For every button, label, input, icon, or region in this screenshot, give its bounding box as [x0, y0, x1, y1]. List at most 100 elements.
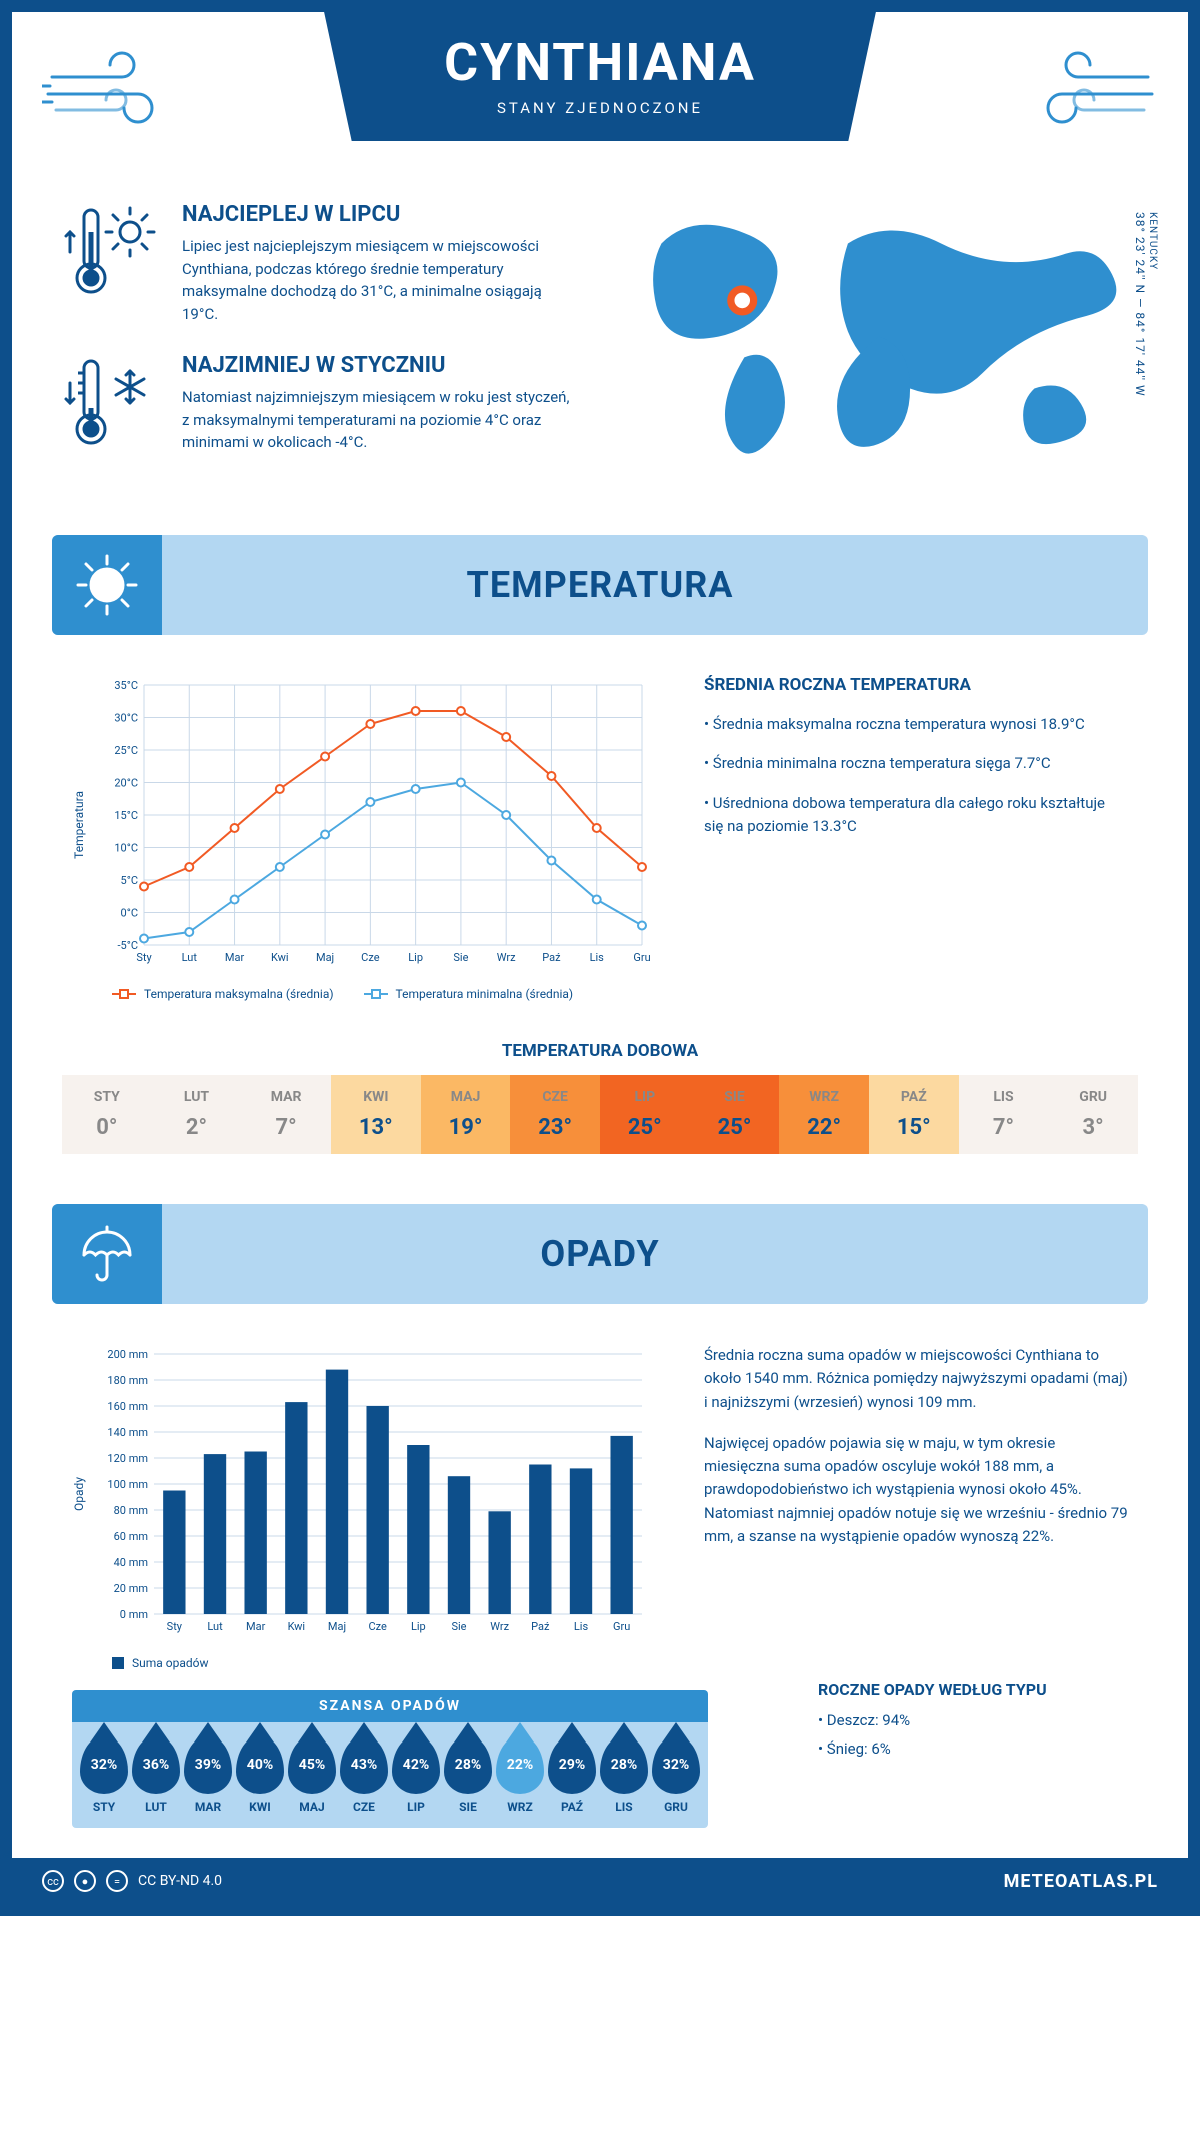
- raindrop-icon: 40%: [236, 1736, 284, 1794]
- precip-y-label: Opady: [72, 1477, 86, 1511]
- daily-month: PAŹ: [873, 1089, 955, 1105]
- temp-bullet: • Uśredniona dobowa temperatura dla całe…: [704, 792, 1128, 839]
- chance-grid: 32% STY36% LUT39% MAR40% KWI45% MAJ43% C…: [72, 1722, 708, 1828]
- svg-text:Lip: Lip: [411, 1620, 426, 1633]
- precip-content: Opady 0 mm20 mm40 mm60 mm80 mm100 mm120 …: [12, 1324, 1188, 1680]
- temperature-chart-box: Temperatura -5°C0°C5°C10°C15°C20°C25°C30…: [72, 675, 654, 1001]
- svg-text:15°C: 15°C: [114, 809, 138, 822]
- svg-text:Lut: Lut: [207, 1620, 223, 1633]
- svg-text:200 mm: 200 mm: [107, 1348, 148, 1361]
- precip-legend-label: Suma opadów: [132, 1656, 209, 1670]
- header: CYNTHIANA STANY ZJEDNOCZONE: [12, 12, 1188, 192]
- daily-cell: STY 0°: [62, 1075, 152, 1154]
- raindrop-icon: 45%: [288, 1736, 336, 1794]
- temperature-side-text: ŚREDNIA ROCZNA TEMPERATURA • Średnia mak…: [704, 675, 1128, 1001]
- svg-text:Maj: Maj: [328, 1620, 346, 1633]
- svg-text:Sie: Sie: [451, 1620, 466, 1633]
- daily-temp-title: TEMPERATURA DOBOWA: [12, 1041, 1188, 1061]
- daily-cell: GRU 3°: [1048, 1075, 1138, 1154]
- legend-min-label: Temperatura minimalna (średnia): [396, 987, 574, 1001]
- city-title: CYNTHIANA: [444, 32, 756, 93]
- daily-month: MAR: [245, 1089, 327, 1105]
- by-icon: ●: [74, 1870, 96, 1892]
- chance-cell: 43% CZE: [340, 1736, 388, 1814]
- chance-cell: 45% MAJ: [288, 1736, 336, 1814]
- daily-month: KWI: [335, 1089, 417, 1105]
- svg-text:Kwi: Kwi: [288, 1620, 306, 1633]
- chance-title: SZANSA OPADÓW: [72, 1690, 708, 1722]
- temp-bullet: • Średnia minimalna roczna temperatura s…: [704, 752, 1128, 775]
- svg-text:Mar: Mar: [225, 951, 245, 964]
- nd-icon: =: [106, 1870, 128, 1892]
- svg-text:-5°C: -5°C: [118, 939, 139, 952]
- daily-cell: LIS 7°: [959, 1075, 1049, 1154]
- svg-text:160 mm: 160 mm: [107, 1400, 148, 1413]
- daily-cell: SIE 25°: [690, 1075, 780, 1154]
- thermometer-snow-icon: [62, 353, 162, 457]
- chance-month: MAJ: [288, 1800, 336, 1814]
- thermometer-sun-icon: [62, 202, 162, 325]
- daily-cell: LIP 25°: [600, 1075, 690, 1154]
- daily-value: 0°: [66, 1115, 148, 1140]
- chance-cell: 39% MAR: [184, 1736, 232, 1814]
- raindrop-icon: 22%: [496, 1736, 544, 1794]
- chance-month: LIP: [392, 1800, 440, 1814]
- svg-text:Sty: Sty: [136, 951, 152, 964]
- daily-cell: MAR 7°: [241, 1075, 331, 1154]
- raindrop-icon: 36%: [132, 1736, 180, 1794]
- by-type-item: • Deszcz: 94%: [818, 1709, 1068, 1732]
- svg-text:Lis: Lis: [590, 951, 605, 964]
- chance-cell: 28% SIE: [444, 1736, 492, 1814]
- temp-legend: Temperatura maksymalna (średnia) Tempera…: [72, 987, 654, 1001]
- temperature-section-header: TEMPERATURA: [52, 535, 1148, 635]
- chance-cell: 40% KWI: [236, 1736, 284, 1814]
- umbrella-icon: [52, 1204, 162, 1304]
- daily-value: 7°: [963, 1115, 1045, 1140]
- svg-text:Cze: Cze: [361, 951, 380, 964]
- svg-text:Cze: Cze: [368, 1620, 387, 1633]
- svg-text:120 mm: 120 mm: [107, 1452, 148, 1465]
- svg-text:Gru: Gru: [613, 1620, 630, 1633]
- chance-cell: 29% PAŹ: [548, 1736, 596, 1814]
- chance-month: LIS: [600, 1800, 648, 1814]
- svg-text:Kwi: Kwi: [271, 951, 289, 964]
- precip-legend: Suma opadów: [72, 1656, 654, 1670]
- daily-month: LIP: [604, 1089, 686, 1105]
- by-type-item: • Śnieg: 6%: [818, 1738, 1068, 1761]
- svg-text:Mar: Mar: [246, 1620, 266, 1633]
- svg-text:0°C: 0°C: [121, 907, 138, 920]
- daily-value: 7°: [245, 1115, 327, 1140]
- chance-month: CZE: [340, 1800, 388, 1814]
- daily-cell: WRZ 22°: [779, 1075, 869, 1154]
- footer: cc ● = CC BY-ND 4.0 METEOATLAS.PL: [12, 1858, 1188, 1904]
- svg-text:Paź: Paź: [542, 951, 561, 964]
- precip-paragraph: Średnia roczna suma opadów w miejscowośc…: [704, 1344, 1128, 1414]
- page: CYNTHIANA STANY ZJEDNOCZONE: [0, 0, 1200, 1916]
- svg-text:0 mm: 0 mm: [120, 1608, 148, 1621]
- daily-value: 25°: [694, 1115, 776, 1140]
- intro-row: NAJCIEPLEJ W LIPCU Lipiec jest najcieple…: [12, 192, 1188, 515]
- svg-text:Wrz: Wrz: [490, 1620, 509, 1633]
- daily-cell: LUT 2°: [152, 1075, 242, 1154]
- daily-value: 19°: [425, 1115, 507, 1140]
- coordinates-label: KENTUCKY 38° 23' 24'' N — 84° 17' 44'' W: [1133, 212, 1158, 397]
- precip-title: OPADY: [540, 1233, 659, 1275]
- intro-map: KENTUCKY 38° 23' 24'' N — 84° 17' 44'' W: [620, 202, 1138, 485]
- fact-coldest: NAJZIMNIEJ W STYCZNIU Natomiast najzimni…: [62, 353, 580, 457]
- chance-month: WRZ: [496, 1800, 544, 1814]
- svg-text:40 mm: 40 mm: [114, 1556, 148, 1569]
- daily-value: 13°: [335, 1115, 417, 1140]
- daily-cell: MAJ 19°: [421, 1075, 511, 1154]
- chance-cell: 42% LIP: [392, 1736, 440, 1814]
- precip-by-type: ROCZNE OPADY WEDŁUG TYPU • Deszcz: 94%• …: [758, 1680, 1128, 1786]
- daily-month: STY: [66, 1089, 148, 1105]
- precip-chart-box: Opady 0 mm20 mm40 mm60 mm80 mm100 mm120 …: [72, 1344, 654, 1670]
- raindrop-icon: 29%: [548, 1736, 596, 1794]
- svg-text:180 mm: 180 mm: [107, 1374, 148, 1387]
- chance-month: STY: [80, 1800, 128, 1814]
- chance-cell: 32% GRU: [652, 1736, 700, 1814]
- raindrop-icon: 43%: [340, 1736, 388, 1794]
- precip-paragraph: Najwięcej opadów pojawia się w maju, w t…: [704, 1432, 1128, 1548]
- svg-text:140 mm: 140 mm: [107, 1426, 148, 1439]
- wind-icon-right: [1018, 42, 1158, 146]
